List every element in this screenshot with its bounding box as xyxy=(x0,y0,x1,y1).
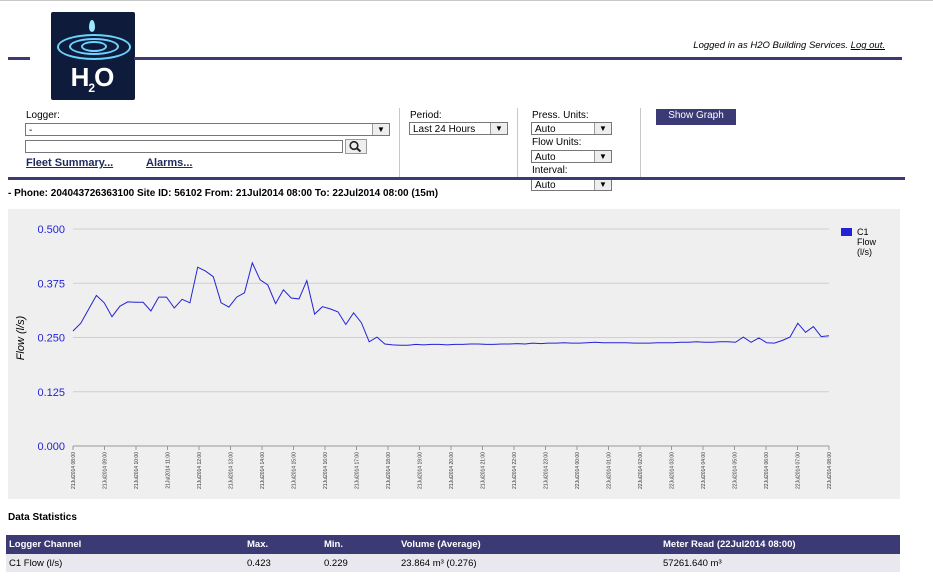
controls-separator xyxy=(399,108,400,178)
logger-select-value: - xyxy=(29,125,33,136)
x-tick-label: 22Jul2014 03:00 xyxy=(670,452,676,489)
water-ripple-icon xyxy=(81,41,107,52)
logger-select[interactable]: - ▼ xyxy=(25,123,390,136)
y-tick-label: 0.125 xyxy=(37,387,65,399)
interval-value: Auto xyxy=(535,180,556,191)
x-tick-label: 21Jul2014 19:00 xyxy=(418,452,424,489)
y-tick-label: 0.500 xyxy=(37,224,65,236)
stats-header-cell: Meter Read (22Jul2014 08:00) xyxy=(660,535,900,554)
period-select-value: Last 24 Hours xyxy=(413,124,476,135)
x-tick-label: 21Jul2014 15:00 xyxy=(292,452,298,489)
show-graph-button[interactable]: Show Graph xyxy=(656,109,736,125)
y-tick-label: 0.375 xyxy=(37,278,65,290)
period-label: Period: xyxy=(410,110,442,121)
x-tick-label: 21Jul2014 08:00 xyxy=(71,452,77,489)
x-tick-label: 21Jul2014 09:00 xyxy=(103,452,109,489)
x-tick-label: 21Jul2014 11:00 xyxy=(166,452,172,489)
login-text: Logged in as H2O Building Services. xyxy=(693,40,849,51)
stats-header-cell: Logger Channel xyxy=(6,535,244,554)
x-tick-label: 22Jul2014 00:00 xyxy=(575,452,581,489)
site-info-line: - Phone: 204043726363100 Site ID: 56102 … xyxy=(8,188,439,199)
controls-rule xyxy=(8,177,905,180)
chevron-down-icon: ▼ xyxy=(490,123,507,134)
x-tick-label: 21Jul2014 20:00 xyxy=(449,452,455,489)
water-ripple-icon xyxy=(69,38,119,55)
logger-label: Logger: xyxy=(26,110,60,121)
x-tick-label: 22Jul2014 04:00 xyxy=(701,452,707,489)
logout-link[interactable]: Log out. xyxy=(850,40,885,51)
logger-search-input[interactable] xyxy=(25,140,343,153)
stats-cell: C1 Flow (l/s) xyxy=(6,554,244,572)
chevron-down-icon: ▼ xyxy=(594,179,611,190)
stats-cell: 0.229 xyxy=(321,554,398,572)
series-line xyxy=(72,261,830,346)
chart-area xyxy=(8,209,900,499)
alarms-link[interactable]: Alarms... xyxy=(146,157,193,169)
search-button[interactable] xyxy=(345,139,367,154)
press-units-select[interactable]: Auto ▼ xyxy=(531,122,612,135)
stats-header-cell: Max. xyxy=(244,535,321,554)
x-tick-label: 21Jul2014 23:00 xyxy=(544,452,550,489)
x-tick-label: 21Jul2014 17:00 xyxy=(355,452,361,489)
water-ripple-icon xyxy=(57,34,131,60)
stats-header-cell: Volume (Average) xyxy=(398,535,660,554)
water-drop-icon xyxy=(89,20,95,32)
legend-label: (l/s) xyxy=(857,247,872,257)
stats-title: Data Statistics xyxy=(8,512,77,523)
controls-separator xyxy=(640,108,641,178)
header-rule-left xyxy=(8,57,30,60)
press-units-label: Press. Units: xyxy=(532,110,589,121)
chevron-down-icon: ▼ xyxy=(594,151,611,162)
x-tick-label: 22Jul2014 05:00 xyxy=(733,452,739,489)
x-tick-label: 21Jul2014 16:00 xyxy=(323,452,329,489)
header-rule-right xyxy=(134,57,902,60)
x-tick-label: 22Jul2014 02:00 xyxy=(638,452,644,489)
controls-separator xyxy=(517,108,518,178)
stats-cell: 23.864 m³ (0.276) xyxy=(398,554,660,572)
top-border xyxy=(0,0,933,1)
chevron-down-icon: ▼ xyxy=(372,124,389,135)
x-tick-label: 22Jul2014 07:00 xyxy=(796,452,802,489)
x-tick-label: 21Jul2014 18:00 xyxy=(386,452,392,489)
x-tick-label: 21Jul2014 14:00 xyxy=(260,452,266,489)
legend-swatch xyxy=(841,228,852,236)
logo-background xyxy=(51,12,135,100)
interval-label: Interval: xyxy=(532,165,568,176)
stats-cell: 57261.640 m³ xyxy=(660,554,900,572)
logo-text: H2O xyxy=(70,62,115,96)
flow-units-value: Auto xyxy=(535,152,556,163)
legend-label: Flow xyxy=(857,237,877,247)
flow-units-label: Flow Units: xyxy=(532,137,582,148)
table-row: C1 Flow (l/s) 0.423 0.229 23.864 m³ (0.2… xyxy=(6,554,900,572)
chevron-down-icon: ▼ xyxy=(594,123,611,134)
y-axis-label: Flow (l/s) xyxy=(15,315,27,360)
x-tick-label: 21Jul2014 10:00 xyxy=(134,452,140,489)
x-tick-label: 21Jul2014 13:00 xyxy=(229,452,235,489)
x-tick-label: 21Jul2014 21:00 xyxy=(481,452,487,489)
y-tick-label: 0.250 xyxy=(37,333,65,345)
x-tick-label: 22Jul2014 06:00 xyxy=(764,452,770,489)
x-tick-label: 21Jul2014 12:00 xyxy=(197,452,203,489)
stats-header-row: Logger Channel Max. Min. Volume (Average… xyxy=(6,535,900,554)
x-tick-label: 22Jul2014 01:00 xyxy=(607,452,613,489)
flow-units-select[interactable]: Auto ▼ xyxy=(531,150,612,163)
x-tick-label: 22Jul2014 08:00 xyxy=(827,452,833,489)
stats-header-cell: Min. xyxy=(321,535,398,554)
x-tick-label: 21Jul2014 22:00 xyxy=(512,452,518,489)
y-tick-label: 0.000 xyxy=(37,441,65,453)
press-units-value: Auto xyxy=(535,124,556,135)
login-status: Logged in as H2O Building Services. Log … xyxy=(693,40,885,51)
stats-table: Logger Channel Max. Min. Volume (Average… xyxy=(6,535,900,572)
stats-cell: 0.423 xyxy=(244,554,321,572)
period-select[interactable]: Last 24 Hours ▼ xyxy=(409,122,508,135)
search-icon xyxy=(349,140,362,153)
fleet-summary-link[interactable]: Fleet Summary... xyxy=(26,157,114,169)
h2o-logo: H2O xyxy=(30,12,135,102)
legend-label: C1 xyxy=(857,227,869,237)
